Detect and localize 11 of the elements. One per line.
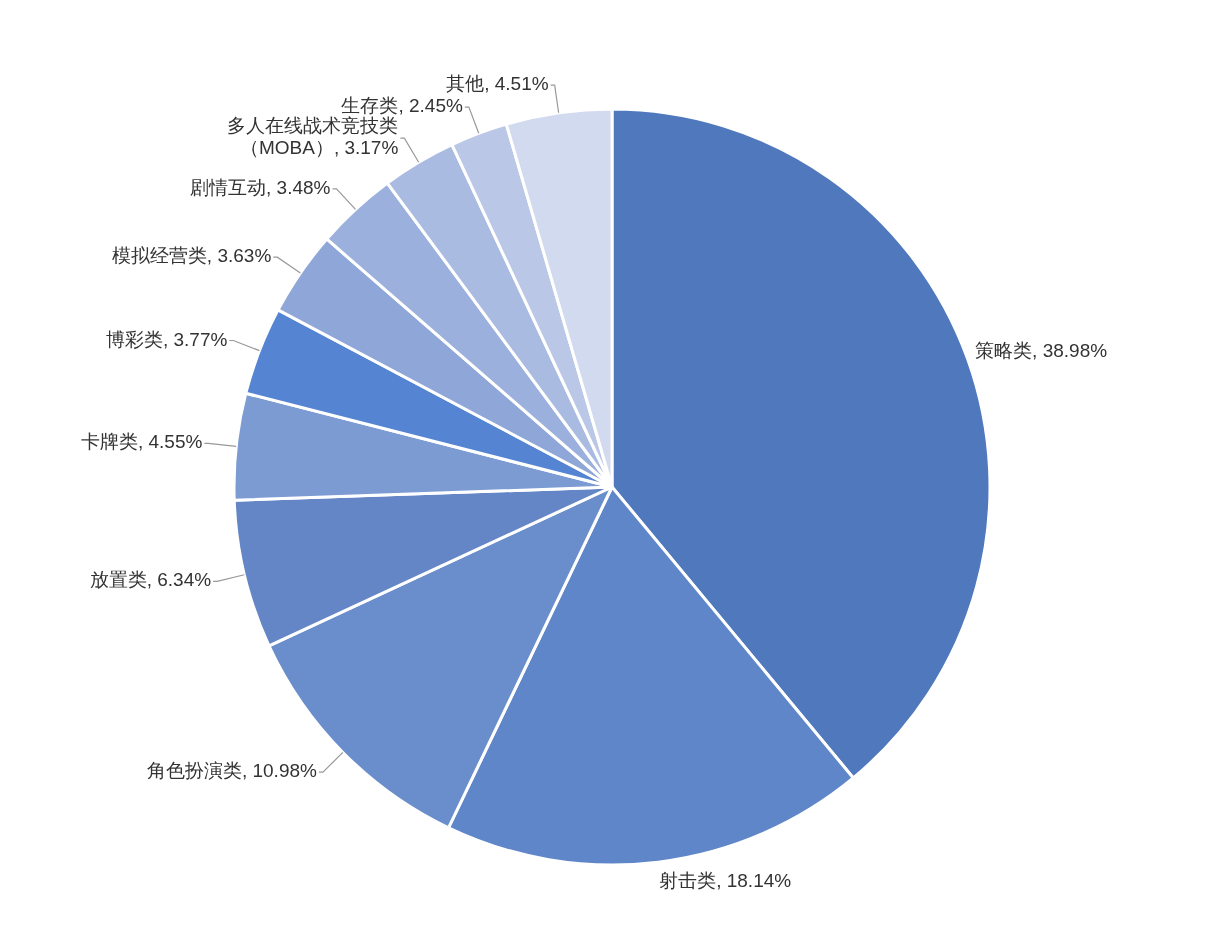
slice-label: 其他, 4.51% — [446, 73, 549, 95]
slice-label: 剧情互动, 3.48% — [190, 176, 331, 198]
slice-label: 多人在线战术竞技类（MOBA）, 3.17% — [227, 115, 399, 159]
slice-label: 卡牌类, 4.55% — [80, 431, 203, 453]
slice-label: 模拟经营类, 3.63% — [111, 245, 272, 267]
slice-label: 放置类, 6.34% — [89, 569, 212, 591]
slice-label: 射击类, 18.14% — [659, 870, 792, 892]
slice-label: 博彩类, 3.77% — [105, 328, 228, 350]
slice-label: 生存类, 2.45% — [341, 95, 463, 117]
slice-label: 策略类, 38.98% — [975, 339, 1108, 361]
slice-label: 角色扮演类, 10.98% — [146, 760, 318, 782]
